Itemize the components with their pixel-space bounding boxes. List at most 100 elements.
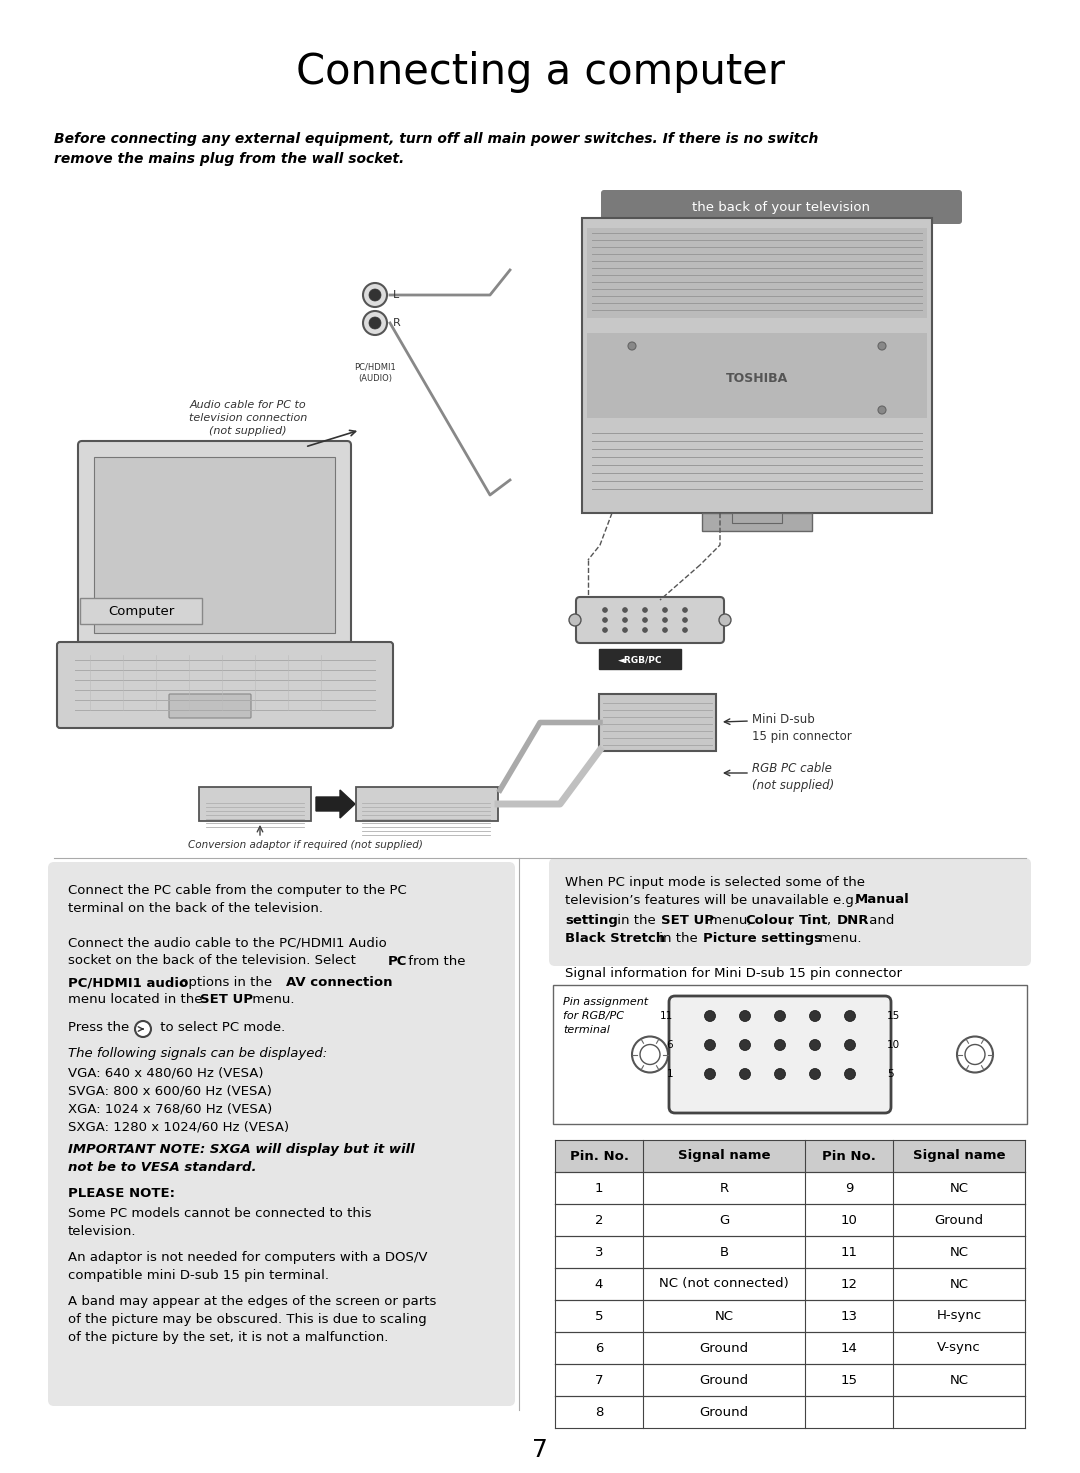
Circle shape bbox=[622, 617, 627, 623]
Text: IMPORTANT NOTE: SXGA will display but it will: IMPORTANT NOTE: SXGA will display but it… bbox=[68, 1143, 415, 1156]
Text: SET UP: SET UP bbox=[200, 993, 253, 1006]
Text: Some PC models cannot be connected to this
television.: Some PC models cannot be connected to th… bbox=[68, 1206, 372, 1237]
Text: Pin No.: Pin No. bbox=[822, 1149, 876, 1162]
Circle shape bbox=[683, 617, 688, 623]
Circle shape bbox=[627, 342, 636, 351]
Text: VGA: 640 x 480/60 Hz (VESA): VGA: 640 x 480/60 Hz (VESA) bbox=[68, 1066, 264, 1080]
Circle shape bbox=[740, 1068, 751, 1080]
Text: options in the: options in the bbox=[176, 977, 276, 988]
Text: Ground: Ground bbox=[700, 1405, 748, 1418]
Circle shape bbox=[878, 407, 886, 414]
Text: 6: 6 bbox=[666, 1040, 673, 1050]
FancyBboxPatch shape bbox=[555, 1268, 1025, 1301]
Circle shape bbox=[363, 283, 387, 306]
Text: menu,: menu, bbox=[705, 915, 756, 927]
Text: SET UP: SET UP bbox=[661, 915, 714, 927]
Circle shape bbox=[603, 617, 607, 623]
FancyBboxPatch shape bbox=[168, 694, 251, 717]
FancyBboxPatch shape bbox=[356, 787, 498, 820]
Circle shape bbox=[845, 1040, 855, 1050]
Text: 10: 10 bbox=[887, 1040, 900, 1050]
Circle shape bbox=[704, 1040, 715, 1050]
Text: TOSHIBA: TOSHIBA bbox=[726, 371, 788, 384]
FancyBboxPatch shape bbox=[555, 1396, 1025, 1427]
Circle shape bbox=[957, 1037, 993, 1072]
Circle shape bbox=[966, 1044, 985, 1065]
Polygon shape bbox=[316, 790, 355, 818]
Text: NC: NC bbox=[949, 1246, 969, 1258]
Text: When PC input mode is selected some of the
television’s features will be unavail: When PC input mode is selected some of t… bbox=[565, 876, 865, 907]
Text: XGA: 1024 x 768/60 Hz (VESA): XGA: 1024 x 768/60 Hz (VESA) bbox=[68, 1103, 272, 1117]
Text: NC: NC bbox=[949, 1373, 969, 1386]
Text: menu.: menu. bbox=[248, 993, 295, 1006]
Text: H-sync: H-sync bbox=[936, 1309, 982, 1323]
Text: 10: 10 bbox=[840, 1214, 858, 1227]
Text: Signal name: Signal name bbox=[913, 1149, 1005, 1162]
Text: Pin. No.: Pin. No. bbox=[569, 1149, 629, 1162]
Text: the back of your television: the back of your television bbox=[692, 200, 870, 214]
Circle shape bbox=[845, 1068, 855, 1080]
Text: in the: in the bbox=[654, 932, 702, 946]
Text: Tint: Tint bbox=[799, 915, 828, 927]
Text: Signal name: Signal name bbox=[678, 1149, 770, 1162]
Circle shape bbox=[662, 617, 667, 623]
FancyBboxPatch shape bbox=[549, 857, 1031, 966]
Circle shape bbox=[774, 1010, 785, 1021]
Circle shape bbox=[719, 614, 731, 626]
Text: B: B bbox=[719, 1246, 729, 1258]
FancyBboxPatch shape bbox=[553, 985, 1027, 1124]
Text: 1: 1 bbox=[666, 1069, 673, 1080]
Text: 12: 12 bbox=[840, 1277, 858, 1290]
Text: L: L bbox=[393, 290, 400, 300]
Text: Computer: Computer bbox=[108, 605, 174, 619]
Text: 15: 15 bbox=[840, 1373, 858, 1386]
FancyBboxPatch shape bbox=[555, 1301, 1025, 1332]
Circle shape bbox=[632, 1037, 669, 1072]
Text: 4: 4 bbox=[595, 1277, 604, 1290]
FancyBboxPatch shape bbox=[57, 642, 393, 728]
Circle shape bbox=[774, 1068, 785, 1080]
Text: Connect the audio cable to the PC/HDMI1 Audio
socket on the back of the televisi: Connect the audio cable to the PC/HDMI1 … bbox=[68, 935, 387, 966]
Circle shape bbox=[369, 289, 381, 300]
Text: Conversion adaptor if required (not supplied): Conversion adaptor if required (not supp… bbox=[188, 840, 422, 850]
Text: 14: 14 bbox=[840, 1342, 858, 1355]
Circle shape bbox=[622, 607, 627, 613]
Circle shape bbox=[810, 1010, 821, 1021]
Text: 2: 2 bbox=[595, 1214, 604, 1227]
Circle shape bbox=[369, 317, 381, 328]
Text: NC: NC bbox=[715, 1309, 733, 1323]
Text: Before connecting any external equipment, turn off all main power switches. If t: Before connecting any external equipment… bbox=[54, 133, 819, 165]
Circle shape bbox=[740, 1010, 751, 1021]
Text: 3: 3 bbox=[595, 1246, 604, 1258]
FancyBboxPatch shape bbox=[555, 1332, 1025, 1364]
FancyBboxPatch shape bbox=[576, 597, 724, 644]
Text: A band may appear at the edges of the screen or parts
of the picture may be obsc: A band may appear at the edges of the sc… bbox=[68, 1295, 436, 1343]
Circle shape bbox=[845, 1010, 855, 1021]
FancyBboxPatch shape bbox=[669, 996, 891, 1114]
Circle shape bbox=[643, 607, 648, 613]
Circle shape bbox=[704, 1010, 715, 1021]
Text: Ground: Ground bbox=[700, 1342, 748, 1355]
Text: 1: 1 bbox=[595, 1181, 604, 1195]
Text: 5: 5 bbox=[595, 1309, 604, 1323]
Text: Colour: Colour bbox=[745, 915, 794, 927]
Text: Signal information for Mini D-sub 15 pin connector: Signal information for Mini D-sub 15 pin… bbox=[565, 966, 902, 980]
Text: 11: 11 bbox=[840, 1246, 858, 1258]
Text: menu.: menu. bbox=[815, 932, 862, 946]
FancyBboxPatch shape bbox=[588, 333, 927, 418]
FancyBboxPatch shape bbox=[600, 190, 962, 224]
Text: SXGA: 1280 x 1024/60 Hz (VESA): SXGA: 1280 x 1024/60 Hz (VESA) bbox=[68, 1121, 289, 1134]
Text: An adaptor is not needed for computers with a DOS/V
compatible mini D-sub 15 pin: An adaptor is not needed for computers w… bbox=[68, 1251, 428, 1282]
Text: 7: 7 bbox=[532, 1438, 548, 1463]
Circle shape bbox=[662, 627, 667, 632]
Text: 5: 5 bbox=[887, 1069, 893, 1080]
Text: PLEASE NOTE:: PLEASE NOTE: bbox=[68, 1187, 175, 1200]
Text: DNR: DNR bbox=[837, 915, 869, 927]
Text: ,: , bbox=[789, 915, 797, 927]
Text: Ground: Ground bbox=[700, 1373, 748, 1386]
Circle shape bbox=[810, 1068, 821, 1080]
Circle shape bbox=[640, 1044, 660, 1065]
Text: Connect the PC cable from the computer to the PC
terminal on the back of the tel: Connect the PC cable from the computer t… bbox=[68, 884, 407, 915]
FancyBboxPatch shape bbox=[78, 440, 351, 650]
Text: Ground: Ground bbox=[934, 1214, 984, 1227]
